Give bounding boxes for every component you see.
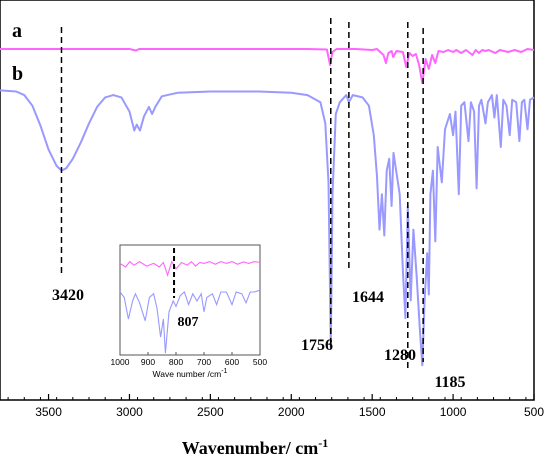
- series-line-b: [0, 89, 535, 367]
- inset-series-line-a: [119, 260, 261, 277]
- inset-x-tick-label-600: 600: [225, 357, 239, 367]
- x-tick-label-2500: 2500: [197, 405, 224, 419]
- inset-x-tick-label-900: 900: [141, 357, 155, 367]
- x-tick-label-2000: 2000: [278, 405, 305, 419]
- plot-frame: [0, 0, 535, 401]
- x-axis-label-superscript: -1: [318, 436, 328, 450]
- x-axis-ticks: [7, 394, 535, 400]
- inset-x-tick-label-500: 500: [253, 357, 267, 367]
- annotation-label-1280: 1280: [384, 347, 416, 364]
- x-axis-label-text: Wavenumber/ cm: [182, 438, 319, 458]
- inset-x-axis-label-text: Wave number /cm: [153, 369, 222, 379]
- inset-annotation-label: 807: [178, 315, 199, 330]
- x-tick-label-3500: 3500: [35, 405, 62, 419]
- inset-x-axis-label-superscript: -1: [221, 368, 227, 375]
- annotation-label-3420: 3420: [52, 287, 84, 304]
- inset-x-tick-label-1000: 1000: [111, 357, 130, 367]
- x-tick-label-500: 500: [524, 405, 544, 419]
- series-label-a: a: [12, 20, 22, 42]
- series-label-b: b: [12, 63, 23, 85]
- series-line-a: [0, 48, 535, 84]
- annotation-label-1185: 1185: [434, 374, 465, 391]
- annotation-label-1756: 1756: [301, 337, 333, 354]
- x-tick-label-3000: 3000: [116, 405, 143, 419]
- series-group: [0, 48, 535, 367]
- x-axis-label: Wavenumber/ cm-1: [182, 436, 329, 458]
- x-tick-label-1000: 1000: [440, 405, 467, 419]
- inset-x-axis-label: Wave number /cm-1: [153, 368, 228, 379]
- annotation-group: 3420 1756 1644 1280 1185: [52, 18, 466, 391]
- x-axis-tick-labels: 3500 3000 2500 2000 1500 1000 500: [35, 405, 544, 419]
- series-labels: ab: [12, 20, 23, 85]
- inset-x-tick-label-700: 700: [197, 357, 211, 367]
- x-tick-label-1500: 1500: [359, 405, 386, 419]
- inset-series-line-b: [119, 289, 261, 354]
- inset-x-tick-label-800: 800: [169, 357, 183, 367]
- inset-chart: 807 1000 900 800 700 600 500 Wave number /cm-1: [111, 244, 267, 379]
- annotation-label-1644: 1644: [352, 289, 384, 306]
